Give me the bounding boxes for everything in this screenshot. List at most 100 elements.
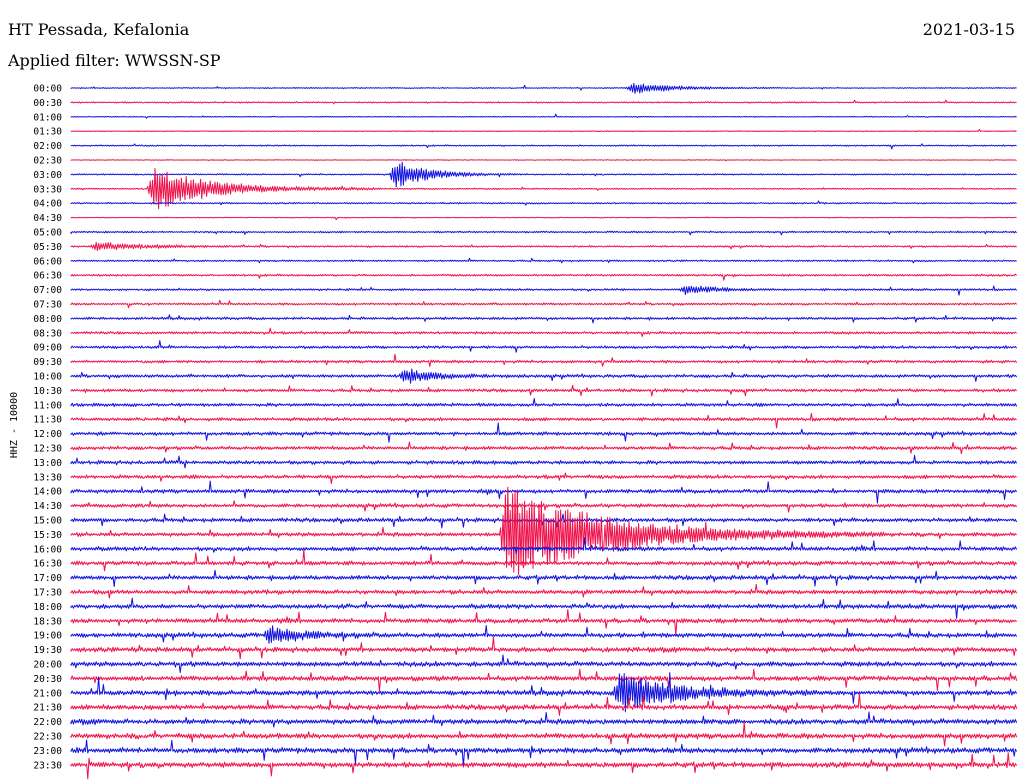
- seismic-trace: [70, 273, 1017, 281]
- seismic-trace: [70, 739, 1018, 768]
- time-label: 05:30: [33, 242, 62, 253]
- seismic-trace: [70, 480, 1017, 504]
- time-label: 10:30: [33, 386, 62, 397]
- time-label: 23:00: [33, 746, 62, 757]
- seismic-trace: [70, 668, 1018, 692]
- time-label: 07:00: [33, 285, 62, 296]
- seismic-trace: [70, 654, 1018, 673]
- time-label: 07:30: [33, 300, 62, 311]
- seismic-trace: [70, 500, 1018, 513]
- seismic-trace: [70, 99, 1017, 105]
- seismic-trace: [70, 412, 1017, 429]
- time-label: 19:00: [33, 631, 62, 642]
- seismic-trace: [70, 230, 1017, 236]
- time-label: 12:30: [33, 444, 62, 455]
- seismic-trace: [70, 161, 1017, 188]
- time-label: 04:00: [33, 199, 62, 210]
- seismic-trace: [70, 216, 1017, 221]
- seismic-trace: [70, 353, 1018, 367]
- seismic-trace: [70, 721, 1018, 747]
- seismic-trace: [70, 537, 1018, 555]
- time-label: 08:00: [33, 314, 62, 325]
- time-label: 11:00: [33, 400, 62, 411]
- seismic-trace: [70, 549, 1018, 572]
- seismic-trace: [70, 340, 1018, 353]
- chart-date: 2021-03-15: [923, 20, 1015, 39]
- seismic-trace: [70, 113, 1017, 119]
- time-label: 16:30: [33, 559, 62, 570]
- time-label: 20:00: [33, 660, 62, 671]
- seismic-trace: [70, 368, 1018, 384]
- seismic-trace: [70, 200, 1017, 206]
- seismic-trace: [70, 486, 1017, 576]
- time-label: 03:00: [33, 170, 62, 181]
- time-label: 18:00: [33, 602, 62, 613]
- time-label: 05:00: [33, 228, 62, 239]
- time-label: 17:30: [33, 588, 62, 599]
- seismic-trace: [70, 167, 1017, 210]
- seismic-trace: [70, 711, 1018, 728]
- time-label: 02:00: [33, 141, 62, 152]
- time-label: 22:00: [33, 717, 62, 728]
- seismic-trace: [70, 257, 1017, 264]
- time-label: 10:00: [33, 372, 62, 383]
- time-label: 11:30: [33, 415, 62, 426]
- seismic-trace: [70, 398, 1018, 408]
- time-label: 12:00: [33, 429, 62, 440]
- seismic-trace: [70, 569, 1018, 588]
- time-label: 18:30: [33, 616, 62, 627]
- time-label: 01:30: [33, 127, 62, 138]
- time-axis-labels: 00:00 00:30 01:00 01:30 02:00 02:30 03:00 03:30…: [33, 84, 62, 772]
- time-label: 01:00: [33, 112, 62, 123]
- seismic-trace: [70, 299, 1017, 309]
- time-label: 15:30: [33, 530, 62, 541]
- time-label: 20:30: [33, 674, 62, 685]
- seismic-trace: [70, 422, 1018, 443]
- time-label: 02:30: [33, 156, 62, 167]
- channel-label: HHZ - 10000: [9, 392, 20, 458]
- seismic-trace: [70, 159, 1017, 162]
- seismic-trace: [70, 597, 1018, 619]
- time-label: 19:30: [33, 645, 62, 656]
- seismic-traces: [70, 82, 1018, 780]
- seismic-trace: [70, 636, 1018, 660]
- time-label: 03:30: [33, 184, 62, 195]
- time-label: 06:00: [33, 256, 62, 267]
- time-label: 22:30: [33, 732, 62, 743]
- seismic-trace: [70, 129, 1017, 133]
- seismic-trace: [70, 384, 1017, 397]
- time-label: 13:00: [33, 458, 62, 469]
- seismic-trace: [70, 82, 1017, 94]
- time-label: 21:00: [33, 688, 62, 699]
- seismic-trace: [70, 692, 1018, 716]
- time-label: 09:00: [33, 343, 62, 354]
- time-label: 15:00: [33, 516, 62, 527]
- time-label: 14:30: [33, 501, 62, 512]
- time-label: 14:00: [33, 487, 62, 498]
- seismic-trace: [70, 752, 1018, 780]
- seismic-trace: [70, 285, 1018, 296]
- filter-label: Applied filter: WWSSN-SP: [7, 51, 221, 70]
- time-label: 17:00: [33, 573, 62, 584]
- seismic-trace: [70, 672, 1018, 713]
- time-label: 00:00: [33, 84, 62, 95]
- time-label: 04:30: [33, 213, 62, 224]
- time-label: 21:30: [33, 703, 62, 714]
- time-label: 13:30: [33, 472, 62, 483]
- seismic-trace: [70, 143, 1017, 150]
- seismic-trace: [70, 609, 1017, 636]
- time-label: 00:30: [33, 98, 62, 109]
- seismic-trace: [70, 454, 1018, 469]
- seismic-trace: [70, 441, 1018, 455]
- seismic-trace: [70, 314, 1017, 324]
- seismic-trace: [70, 242, 1017, 252]
- seismic-trace: [70, 625, 1018, 644]
- seismic-trace: [70, 327, 1017, 337]
- time-label: 23:30: [33, 760, 62, 771]
- time-label: 16:00: [33, 544, 62, 555]
- time-label: 06:30: [33, 271, 62, 282]
- seismic-trace: [70, 583, 1018, 599]
- station-title: HT Pessada, Kefalonia: [8, 20, 190, 39]
- time-label: 08:30: [33, 328, 62, 339]
